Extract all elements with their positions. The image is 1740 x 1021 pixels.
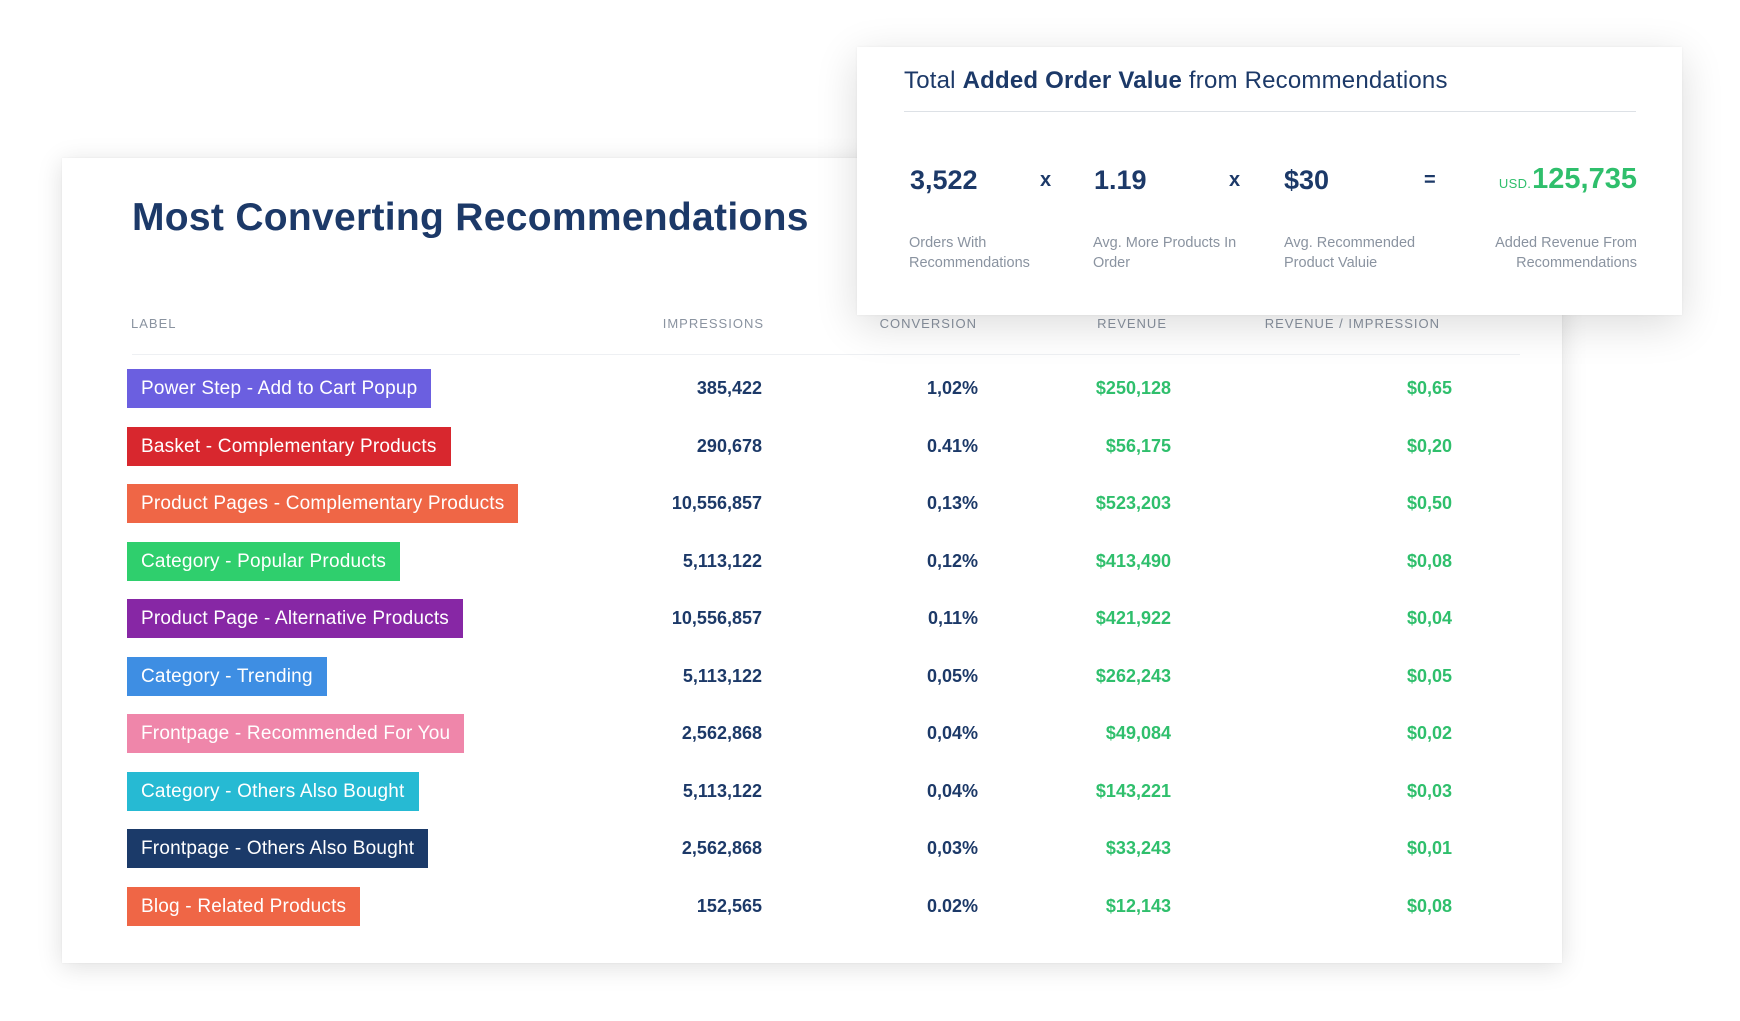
revenue-per-impression-cell: $0,02 bbox=[1406, 723, 1452, 743]
table-row[interactable]: Frontpage - Recommended For You 2,562,86… bbox=[62, 714, 1562, 772]
equals-operator: = bbox=[1424, 169, 1436, 191]
product-value-label: Avg. Recommended Product Valuie bbox=[1284, 235, 1416, 271]
table-row[interactable]: Category - Others Also Bought 5,113,122 … bbox=[62, 771, 1562, 830]
multiply-operator: x bbox=[1040, 169, 1052, 191]
label-chip[interactable]: Frontpage - Recommended For You bbox=[127, 714, 465, 753]
table-row[interactable]: Category - Trending 5,113,122 0,05% $262… bbox=[62, 656, 1562, 715]
conversion-cell: 0,04% bbox=[926, 723, 978, 743]
revenue-per-impression-cell: $0,05 bbox=[1406, 665, 1452, 686]
conversion-cell: 0.02% bbox=[926, 895, 978, 916]
summary-divider bbox=[904, 111, 1636, 112]
conversion-cell: 0,05% bbox=[926, 665, 978, 686]
column-header-conversion[interactable]: CONVERSION bbox=[879, 316, 977, 331]
impressions-cell: 2,562,868 bbox=[681, 838, 762, 858]
impressions-cell: 290,678 bbox=[696, 435, 762, 456]
revenue-cell: $56,175 bbox=[1105, 435, 1171, 456]
revenue-cell: $262,243 bbox=[1095, 665, 1171, 686]
label-chip[interactable]: Category - Others Also Bought bbox=[127, 771, 419, 811]
impressions-cell: 152,565 bbox=[696, 895, 762, 916]
summary-title-pre: Total bbox=[904, 67, 963, 94]
revenue-per-impression-cell: $0,03 bbox=[1406, 780, 1452, 801]
label-chip[interactable]: Product Page - Alternative Products bbox=[127, 599, 463, 638]
added-order-value-card: Total Added Order Value from Recommendat… bbox=[857, 47, 1682, 315]
column-header-impressions[interactable]: IMPRESSIONS bbox=[662, 316, 764, 331]
label-chip[interactable]: Blog - Related Products bbox=[127, 886, 361, 926]
conversion-cell: 0.41% bbox=[926, 435, 978, 456]
label-chip[interactable]: Frontpage - Others Also Bought bbox=[127, 829, 429, 868]
table-body: Power Step - Add to Cart Popup 385,422 1… bbox=[62, 369, 1562, 944]
product-value-value: $30 bbox=[1284, 165, 1330, 195]
revenue-cell: $523,203 bbox=[1095, 493, 1171, 513]
total-added-revenue: USD.125,735 bbox=[1499, 163, 1637, 196]
impressions-cell: 10,556,857 bbox=[671, 493, 762, 513]
revenue-cell: $143,221 bbox=[1095, 780, 1171, 801]
revenue-cell: $33,243 bbox=[1105, 838, 1171, 858]
label-chip[interactable]: Power Step - Add to Cart Popup bbox=[127, 369, 432, 408]
conversion-cell: 0,11% bbox=[927, 608, 978, 628]
table-row[interactable]: Category - Popular Products 5,113,122 0,… bbox=[62, 541, 1562, 600]
label-chip[interactable]: Category - Trending bbox=[127, 656, 327, 696]
table-row[interactable]: Basket - Complementary Products 290,678 … bbox=[62, 426, 1562, 485]
table-row[interactable]: Product Pages - Complementary Products 1… bbox=[62, 484, 1562, 542]
column-header-revenue-per-impression[interactable]: REVENUE / IMPRESSION bbox=[1264, 316, 1440, 331]
revenue-per-impression-cell: $0,20 bbox=[1406, 435, 1452, 456]
products-label: Avg. More Products In Order bbox=[1093, 235, 1237, 271]
conversion-cell: 0,04% bbox=[926, 780, 978, 801]
revenue-cell: $250,128 bbox=[1095, 378, 1171, 398]
page-title: Most Converting Recommendations bbox=[132, 196, 809, 239]
conversion-cell: 1,02% bbox=[926, 378, 978, 398]
table-row[interactable]: Blog - Related Products 152,565 0.02% $1… bbox=[62, 886, 1562, 945]
total-value: 125,735 bbox=[1532, 163, 1637, 195]
impressions-cell: 385,422 bbox=[696, 378, 762, 398]
table-row[interactable]: Power Step - Add to Cart Popup 385,422 1… bbox=[62, 369, 1562, 427]
revenue-per-impression-cell: $0,04 bbox=[1406, 608, 1452, 628]
revenue-per-impression-cell: $0,08 bbox=[1406, 895, 1452, 916]
impressions-cell: 5,113,122 bbox=[682, 780, 762, 801]
header-divider bbox=[132, 354, 1520, 355]
impressions-cell: 2,562,868 bbox=[681, 723, 762, 743]
column-header-revenue[interactable]: REVENUE bbox=[1097, 316, 1167, 331]
revenue-per-impression-cell: $0,65 bbox=[1406, 378, 1452, 398]
table-row[interactable]: Frontpage - Others Also Bought 2,562,868… bbox=[62, 829, 1562, 887]
orders-value: 3,522 bbox=[910, 165, 978, 195]
impressions-cell: 5,113,122 bbox=[682, 665, 762, 686]
column-header-label[interactable]: LABEL bbox=[131, 316, 177, 331]
orders-label: Orders With Recommendations bbox=[909, 235, 1030, 271]
revenue-cell: $12,143 bbox=[1105, 895, 1171, 916]
currency-prefix: USD. bbox=[1498, 176, 1532, 191]
revenue-cell: $49,084 bbox=[1105, 723, 1171, 743]
table-header: LABEL IMPRESSIONS CONVERSION REVENUE REV… bbox=[62, 316, 1562, 356]
summary-title-post: from Recommendations bbox=[1182, 67, 1448, 94]
impressions-cell: 5,113,122 bbox=[682, 550, 762, 571]
conversion-cell: 0,13% bbox=[926, 493, 978, 513]
total-label: Added Revenue From Recommendations bbox=[1495, 235, 1637, 271]
conversion-cell: 0,12% bbox=[926, 550, 978, 571]
revenue-per-impression-cell: $0,08 bbox=[1406, 550, 1452, 571]
label-chip[interactable]: Basket - Complementary Products bbox=[127, 426, 451, 466]
summary-title-bold: Added Order Value bbox=[962, 67, 1183, 94]
multiply-operator: x bbox=[1229, 169, 1241, 191]
label-chip[interactable]: Category - Popular Products bbox=[127, 541, 401, 581]
products-value: 1.19 bbox=[1094, 165, 1147, 195]
revenue-per-impression-cell: $0,01 bbox=[1406, 838, 1452, 858]
revenue-per-impression-cell: $0,50 bbox=[1406, 493, 1452, 513]
revenue-cell: $413,490 bbox=[1095, 550, 1171, 571]
conversion-cell: 0,03% bbox=[926, 838, 978, 858]
label-chip[interactable]: Product Pages - Complementary Products bbox=[127, 484, 519, 523]
summary-title: Total Added Order Value from Recommendat… bbox=[904, 67, 1448, 95]
revenue-cell: $421,922 bbox=[1095, 608, 1171, 628]
impressions-cell: 10,556,857 bbox=[671, 608, 762, 628]
table-row[interactable]: Product Page - Alternative Products 10,5… bbox=[62, 599, 1562, 657]
